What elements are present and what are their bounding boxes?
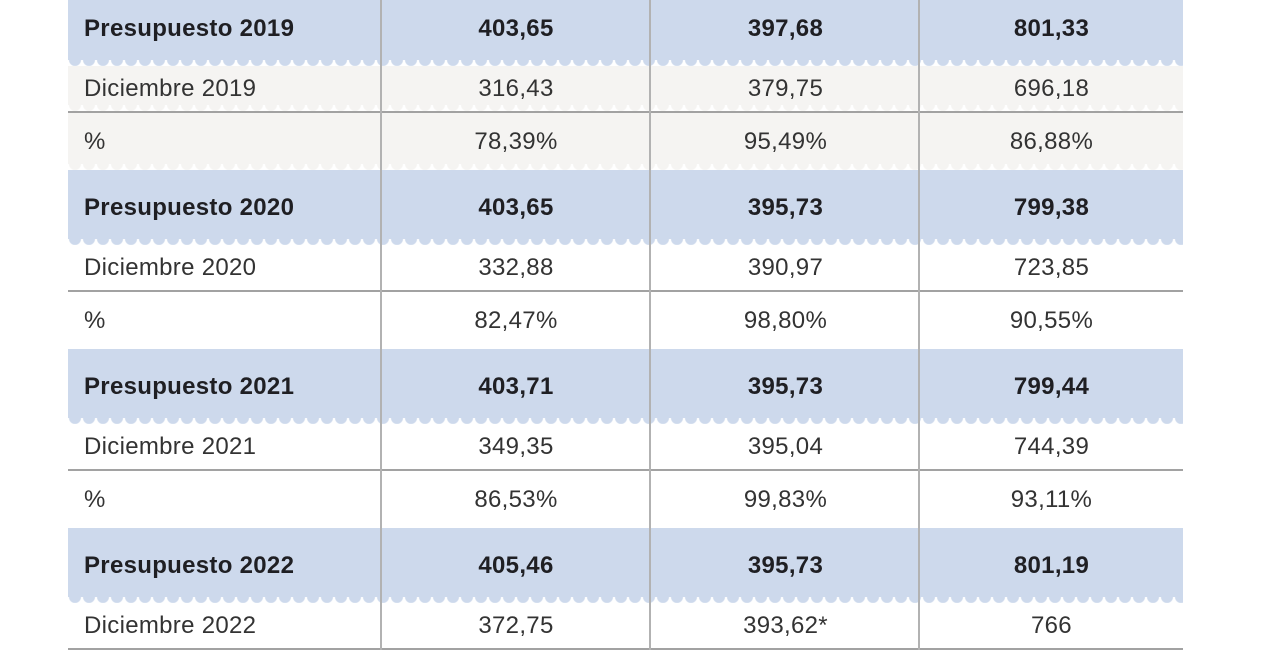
value-cell: 316,43	[478, 74, 554, 102]
month-row: Diciembre 2019 316,43 379,75 696,18	[68, 66, 1183, 113]
value-cell: 390,97	[747, 253, 824, 281]
value-cell: 82,47%	[474, 306, 558, 334]
value-cell: 395,73	[747, 551, 824, 579]
column-divider	[649, 0, 651, 650]
budget-execution-table: Presupuesto 2019 403,65 397,68 801,33 Diciem…	[68, 0, 1183, 650]
value-cell: 799,38	[1013, 193, 1090, 221]
budget-row: Presupuesto 2020 403,65 395,73 799,38	[68, 170, 1183, 245]
percent-row: % 82,47% 98,80% 90,55%	[68, 292, 1183, 349]
value-cell: 766	[1031, 611, 1072, 639]
row-label: Presupuesto 2022	[84, 551, 295, 579]
value-cell: 744,39	[1013, 432, 1090, 460]
month-row: Diciembre 2020 332,88 390,97 723,85	[68, 245, 1183, 292]
value-cell: 379,75	[747, 74, 824, 102]
month-row: Diciembre 2022 372,75 393,62* 766	[68, 603, 1183, 650]
row-label: Presupuesto 2020	[84, 193, 295, 221]
value-cell: 372,75	[478, 611, 554, 639]
column-divider	[918, 0, 920, 650]
row-label: Presupuesto 2019	[84, 14, 295, 42]
value-cell: 397,68	[747, 14, 824, 42]
value-cell: 395,04	[747, 432, 824, 460]
value-cell: 93,11%	[1010, 485, 1093, 513]
value-cell: 696,18	[1013, 74, 1090, 102]
row-label: Diciembre 2021	[84, 432, 257, 460]
value-cell: 799,44	[1013, 372, 1090, 400]
row-label: %	[84, 127, 106, 155]
value-cell: 332,88	[478, 253, 554, 281]
row-label: Diciembre 2020	[84, 253, 257, 281]
value-cell: 723,85	[1013, 253, 1090, 281]
value-cell: 78,39%	[474, 127, 558, 155]
percent-row: % 86,53% 99,83% 93,11%	[68, 471, 1183, 528]
value-cell: 395,73	[747, 372, 824, 400]
value-cell: 405,46	[478, 551, 554, 579]
value-cell: 395,73	[747, 193, 824, 221]
row-label: Diciembre 2019	[84, 74, 257, 102]
value-cell: 393,62*	[743, 611, 828, 639]
value-cell: 403,65	[478, 193, 554, 221]
percent-row: % 78,39% 95,49% 86,88%	[68, 113, 1183, 170]
column-divider	[380, 0, 382, 650]
month-row: Diciembre 2021 349,35 395,04 744,39	[68, 424, 1183, 471]
value-cell: 403,65	[478, 14, 554, 42]
budget-row: Presupuesto 2022 405,46 395,73 801,19	[68, 528, 1183, 603]
budget-row: Presupuesto 2021 403,71 395,73 799,44	[68, 349, 1183, 424]
value-cell: 95,49%	[743, 127, 828, 155]
budget-row: Presupuesto 2019 403,65 397,68 801,33	[68, 0, 1183, 66]
row-label: %	[84, 485, 106, 513]
value-cell: 403,71	[478, 372, 554, 400]
row-label: Diciembre 2022	[84, 611, 257, 639]
value-cell: 801,33	[1013, 14, 1090, 42]
value-cell: 86,88%	[1009, 127, 1094, 155]
row-label: %	[84, 306, 106, 334]
value-cell: 90,55%	[1009, 306, 1094, 334]
value-cell: 86,53%	[474, 485, 558, 513]
value-cell: 349,35	[478, 432, 554, 460]
value-cell: 801,19	[1013, 551, 1090, 579]
row-label: Presupuesto 2021	[84, 372, 295, 400]
value-cell: 98,80%	[743, 306, 828, 334]
value-cell: 99,83%	[743, 485, 828, 513]
